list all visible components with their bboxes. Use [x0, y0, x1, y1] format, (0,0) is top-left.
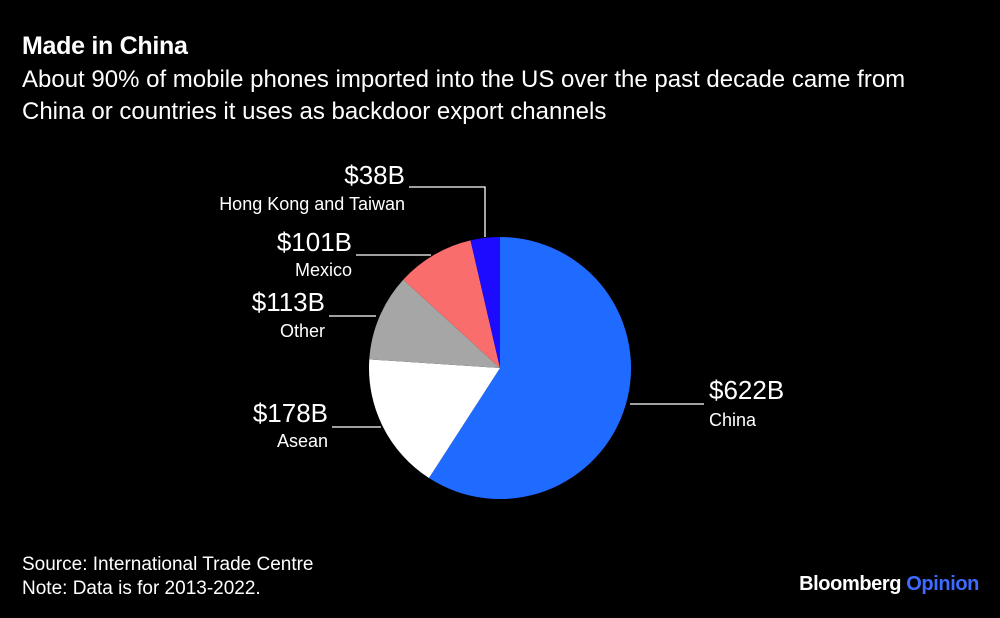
data-note: Note: Data is for 2013-2022.: [22, 578, 261, 599]
leader-line-hong-kong-and-taiwan: [409, 186, 486, 237]
pie-slice-china: [428, 237, 632, 499]
category-label-hong-kong-and-taiwan: Hong Kong and Taiwan: [219, 194, 405, 214]
category-label-other: Other: [280, 321, 325, 341]
value-label-hong-kong-and-taiwan: $38B: [344, 160, 405, 190]
brand-logo: Bloomberg Opinion: [799, 573, 979, 596]
value-label-other: $113B: [252, 287, 325, 317]
category-label-mexico: Mexico: [295, 260, 352, 280]
chart-subtitle: About 90% of mobile phones imported into…: [22, 66, 906, 125]
brand-section: Opinion: [906, 573, 979, 595]
source-note: Source: International Trade Centre: [22, 554, 314, 575]
value-label-asean: $178B: [253, 398, 328, 428]
pie-slice-other: [369, 279, 500, 368]
category-label-asean: Asean: [277, 431, 328, 451]
pie-slice-mexico: [403, 240, 500, 368]
category-label-china: China: [709, 410, 757, 430]
brand-name: Bloomberg: [799, 573, 902, 595]
chart-title: Made in China: [22, 32, 188, 60]
value-label-mexico: $101B: [277, 227, 352, 257]
footer-notes: Source: International Trade Centre Note:…: [22, 553, 314, 601]
value-label-china: $622B: [709, 375, 784, 405]
pie-slice-hong-kong-and-taiwan: [470, 237, 500, 368]
pie-slice-asean: [368, 359, 500, 479]
